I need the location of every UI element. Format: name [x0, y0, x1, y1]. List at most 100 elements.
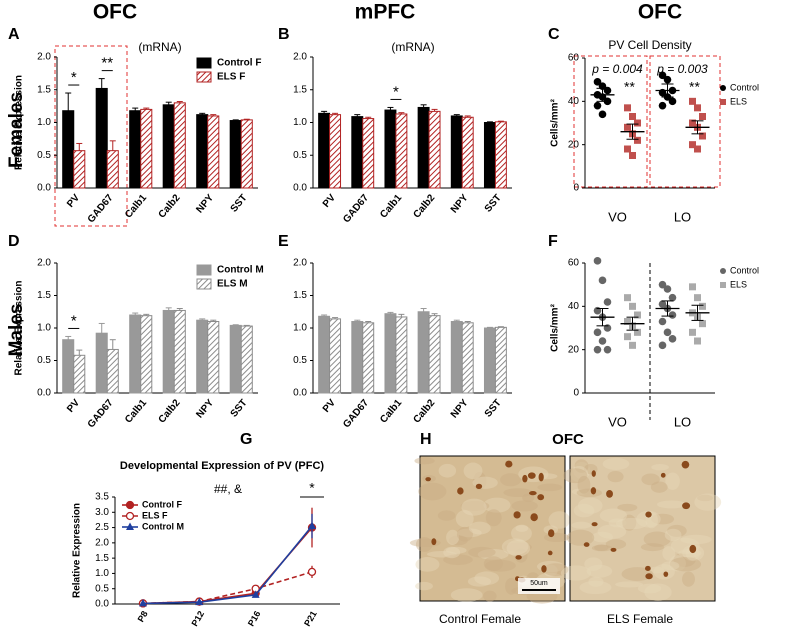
- texture: [651, 513, 675, 525]
- x-tick-label: PV: [321, 192, 338, 210]
- y-axis-label: Cells/mm²: [550, 98, 561, 146]
- bar: [196, 114, 209, 189]
- y-tick-label: 2.0: [37, 52, 51, 63]
- panel-letter: B: [278, 26, 290, 43]
- texture: [446, 546, 467, 554]
- texture: [586, 564, 613, 578]
- bar: [62, 110, 75, 189]
- texture: [667, 524, 687, 537]
- texture: [484, 559, 516, 572]
- point: [593, 78, 602, 86]
- x-tick-label: SST: [229, 398, 250, 420]
- panel-letter: E: [278, 233, 289, 250]
- bar: [95, 87, 108, 189]
- point: [603, 345, 612, 354]
- x-tick-label: P12: [189, 609, 206, 628]
- texture: [415, 581, 433, 591]
- cell: [527, 472, 536, 479]
- legend-swatch: [720, 268, 726, 274]
- texture: [571, 488, 588, 495]
- cell: [475, 483, 483, 489]
- cell: [645, 565, 651, 571]
- x-tick-label: GAD67: [341, 397, 371, 430]
- bar: [207, 321, 220, 394]
- point: [663, 75, 672, 84]
- panel-title: OFC: [552, 431, 584, 448]
- bar: [362, 118, 375, 189]
- point: [195, 597, 204, 606]
- chart-title: mPFC: [355, 1, 416, 24]
- bar: [494, 121, 507, 189]
- cell: [537, 494, 545, 501]
- point: [699, 132, 706, 140]
- texture: [697, 494, 714, 502]
- bar: [318, 112, 331, 189]
- bar: [450, 115, 463, 189]
- y-tick-label: 0.5: [37, 355, 51, 366]
- legend-label: ELS: [730, 96, 747, 106]
- x-tick-label: Calb2: [411, 397, 437, 425]
- texture: [664, 528, 682, 542]
- cell: [530, 513, 538, 522]
- point: [658, 101, 667, 110]
- texture: [665, 472, 680, 490]
- legend-label: ELS F: [217, 72, 245, 83]
- point: [624, 123, 631, 131]
- bar: [461, 322, 474, 394]
- legend-swatch: [720, 85, 726, 91]
- legend-label: ELS M: [217, 279, 248, 290]
- cell: [529, 491, 537, 496]
- sig-label: **: [101, 55, 113, 72]
- bar: [73, 354, 86, 394]
- texture: [438, 463, 457, 478]
- texture: [485, 509, 502, 527]
- cell: [541, 565, 547, 573]
- point: [634, 136, 641, 144]
- highlight-box: [54, 45, 128, 227]
- legend-label: Control F: [217, 58, 261, 69]
- x-tick-label: Calb1: [123, 397, 149, 425]
- cell: [538, 472, 544, 482]
- x-tick-label: SST: [483, 398, 504, 420]
- texture: [456, 526, 473, 542]
- texture: [643, 531, 671, 547]
- y-tick-label: 0.0: [293, 183, 307, 194]
- line: [142, 525, 313, 605]
- legend-swatch: [196, 278, 212, 290]
- texture: [682, 571, 695, 587]
- texture: [651, 464, 669, 471]
- texture: [685, 547, 700, 561]
- texture: [460, 500, 490, 511]
- cell: [431, 538, 437, 546]
- bar: [351, 116, 364, 189]
- cell: [583, 542, 590, 547]
- highlight-box: [573, 55, 648, 188]
- y-tick-label: 1.5: [293, 84, 307, 95]
- y-tick-label: 0.0: [37, 183, 51, 194]
- x-tick-label: PV: [65, 192, 82, 210]
- bar: [428, 315, 441, 394]
- y-tick-label: 0.5: [95, 583, 109, 594]
- texture: [418, 482, 447, 501]
- x-tick-label: PV: [321, 397, 338, 415]
- texture: [468, 521, 491, 535]
- bar: [173, 102, 186, 189]
- cell: [681, 460, 690, 469]
- legend-swatch: [720, 99, 726, 105]
- caption: ELS Female: [607, 612, 673, 626]
- texture: [503, 542, 532, 552]
- point: [629, 341, 636, 349]
- x-tick-label: LO: [674, 209, 691, 224]
- x-tick-label: P21: [302, 609, 319, 628]
- texture: [640, 543, 665, 552]
- row-label: Males: [6, 304, 27, 357]
- point: [668, 97, 677, 106]
- texture: [506, 539, 531, 557]
- texture: [574, 459, 589, 473]
- point: [689, 283, 696, 291]
- texture: [426, 551, 457, 558]
- bar: [428, 110, 441, 189]
- y-tick-label: 0.0: [37, 388, 51, 399]
- point: [658, 280, 667, 289]
- cell: [591, 470, 596, 477]
